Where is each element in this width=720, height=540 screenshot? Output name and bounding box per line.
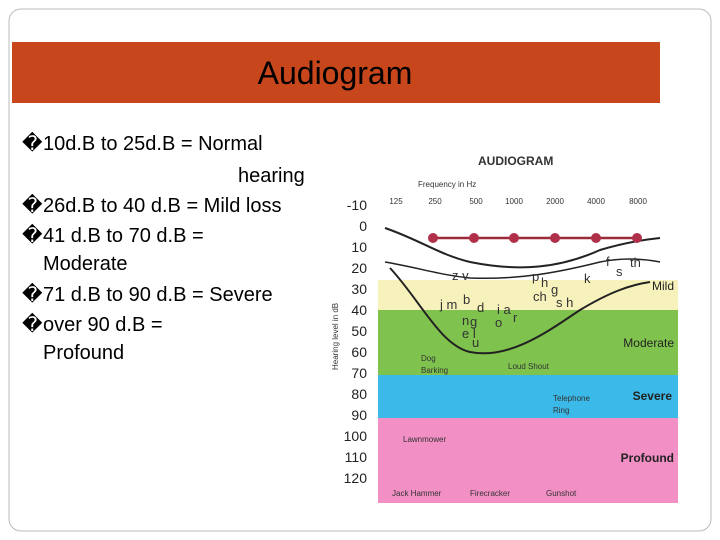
sound-label: Lawnmower xyxy=(403,435,446,444)
slide-title: Audiogram xyxy=(258,55,413,91)
level-label: 20 xyxy=(351,260,367,276)
y-axis-label: Hearing level in dB xyxy=(331,303,340,370)
phoneme-label: u xyxy=(472,335,479,350)
zone-severe xyxy=(378,375,678,418)
level-label: 60 xyxy=(351,344,367,360)
bullet-text: hearing xyxy=(238,165,305,187)
zone-normal xyxy=(378,210,678,280)
frequency-label: 500 xyxy=(469,197,483,206)
x-mark xyxy=(428,233,438,243)
zone-label: Severe xyxy=(633,389,673,403)
level-label: 50 xyxy=(351,323,367,339)
level-label: 90 xyxy=(351,407,367,423)
level-label: 0 xyxy=(359,218,367,234)
zone-mild xyxy=(378,280,678,310)
level-label: 120 xyxy=(344,470,368,486)
zone-label: Moderate xyxy=(623,336,674,350)
sound-label: Firecracker xyxy=(470,489,510,498)
phoneme-label: th xyxy=(630,255,641,270)
frequency-label: 250 xyxy=(428,197,442,206)
speech-banana xyxy=(389,267,651,355)
phoneme-label: b xyxy=(463,292,470,307)
bullet-text: 26d.B to 40 d.B = Mild loss xyxy=(43,195,281,217)
x-mark xyxy=(591,233,601,243)
figure-heading: AUDIOGRAM xyxy=(478,154,553,168)
phoneme-label: s h xyxy=(556,295,573,310)
bullet-text: 71 d.B to 90 d.B = Severe xyxy=(43,284,273,306)
title-bar xyxy=(12,42,660,103)
level-label: 10 xyxy=(351,239,367,255)
phoneme-label: f xyxy=(606,254,610,269)
bullet-marker: � xyxy=(22,312,43,336)
x-mark xyxy=(509,233,519,243)
bullet-text: over 90 d.B = xyxy=(43,314,163,336)
level-label: 30 xyxy=(351,281,367,297)
phoneme-label: i a xyxy=(497,302,512,317)
phoneme-label: g xyxy=(551,282,558,297)
phoneme-label: p xyxy=(532,269,539,284)
bullet-text: Moderate xyxy=(43,253,128,275)
audiogram-figure: AUDIOGRAM Frequency in Hz Hearing level … xyxy=(330,140,680,505)
x-mark xyxy=(469,233,479,243)
level-label: 100 xyxy=(344,428,368,444)
phoneme-label: ch xyxy=(533,289,547,304)
frequency-label: 1000 xyxy=(505,197,523,206)
phoneme-label: g xyxy=(470,314,477,329)
zone-profound xyxy=(378,418,678,503)
frequency-label: 4000 xyxy=(587,197,605,206)
frequency-label: 2000 xyxy=(546,197,564,206)
frequency-label: 125 xyxy=(389,197,403,206)
sound-label: Loud Shout xyxy=(508,362,550,371)
sound-label: Dog xyxy=(421,354,436,363)
bullet-text: Profound xyxy=(43,342,124,364)
zone-label: Profound xyxy=(621,451,674,465)
phoneme-label: o xyxy=(495,315,502,330)
phoneme-label: s xyxy=(616,264,623,279)
bullet-marker: � xyxy=(22,131,43,155)
bullet-marker: � xyxy=(22,193,43,217)
phoneme-label: k xyxy=(584,271,591,286)
phoneme-label: d xyxy=(477,300,484,315)
sound-label: Ring xyxy=(553,406,569,415)
sound-label: Telephone xyxy=(553,394,590,403)
zone-label: Mild xyxy=(652,279,674,293)
level-label: 40 xyxy=(351,302,367,318)
phoneme-label: e l xyxy=(462,326,476,341)
sound-label: Barking xyxy=(421,366,448,375)
phoneme-label: h xyxy=(541,275,548,290)
sound-label: Gunshot xyxy=(546,489,577,498)
bullet-marker: � xyxy=(22,282,43,306)
curve-upper xyxy=(384,227,661,269)
bullet-text: 10d.B to 25d.B = Normal xyxy=(43,133,263,155)
level-label: 110 xyxy=(345,449,368,465)
phoneme-label: r xyxy=(513,310,518,325)
x-axis-label: Frequency in Hz xyxy=(418,180,476,189)
x-mark xyxy=(632,233,642,243)
bullet-marker: � xyxy=(22,223,43,247)
level-label: -10 xyxy=(347,197,367,213)
level-label: 80 xyxy=(351,386,367,402)
x-mark xyxy=(550,233,560,243)
sound-label: Jack Hammer xyxy=(392,489,442,498)
frequency-label: 8000 xyxy=(629,197,647,206)
level-label: 70 xyxy=(351,365,367,381)
curve-normal xyxy=(384,258,661,280)
phoneme-label: j m xyxy=(439,297,457,312)
bullet-text: 41 d.B to 70 d.B = xyxy=(43,225,204,247)
phoneme-label: z v xyxy=(452,268,469,283)
marks xyxy=(428,233,642,243)
phoneme-label: n xyxy=(462,313,469,328)
